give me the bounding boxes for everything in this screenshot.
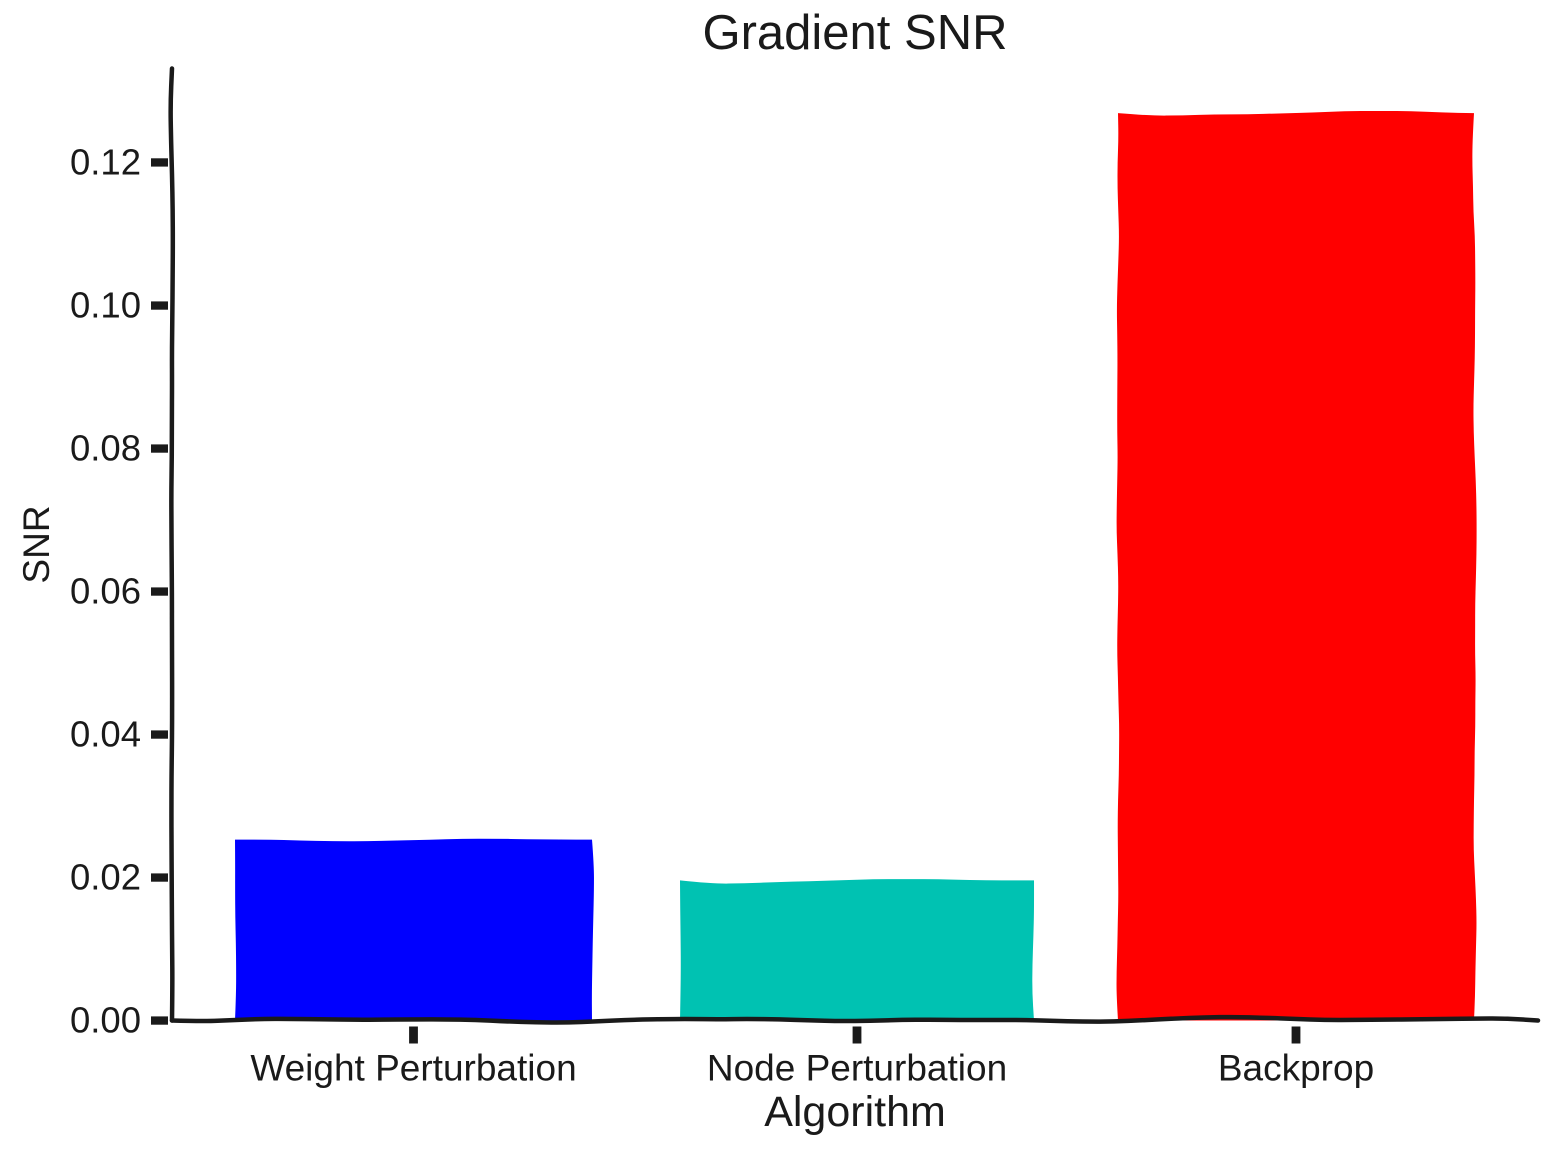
svg-text:SNR: SNR: [16, 505, 57, 583]
svg-text:0.08: 0.08: [70, 428, 141, 469]
svg-text:Weight Perturbation: Weight Perturbation: [250, 1048, 576, 1089]
svg-text:0.04: 0.04: [70, 714, 141, 755]
svg-text:0.10: 0.10: [70, 285, 141, 326]
svg-text:Algorithm: Algorithm: [764, 1088, 946, 1136]
svg-text:Backprop: Backprop: [1218, 1048, 1374, 1089]
svg-text:0.00: 0.00: [70, 1000, 141, 1041]
svg-text:Node Perturbation: Node Perturbation: [707, 1048, 1007, 1089]
svg-text:0.02: 0.02: [70, 857, 141, 898]
svg-text:0.12: 0.12: [70, 142, 141, 183]
svg-text:0.06: 0.06: [70, 571, 141, 612]
svg-text:Gradient SNR: Gradient SNR: [702, 6, 1007, 60]
